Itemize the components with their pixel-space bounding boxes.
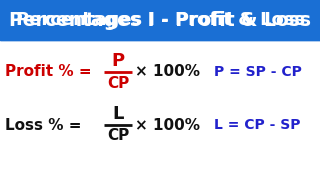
Text: L = CP - SP: L = CP - SP	[214, 118, 300, 132]
Text: Profit % =: Profit % =	[5, 64, 97, 80]
Text: CP: CP	[107, 75, 129, 91]
Text: × 100%: × 100%	[135, 64, 200, 80]
Text: P = SP - CP: P = SP - CP	[214, 65, 302, 79]
Text: × 100%: × 100%	[135, 118, 200, 132]
Text: Loss % =: Loss % =	[5, 118, 87, 132]
FancyBboxPatch shape	[0, 0, 320, 40]
Text: L: L	[112, 105, 124, 123]
Text: P: P	[111, 52, 124, 70]
Text: Percentages I - Profit & Loss: Percentages I - Profit & Loss	[15, 11, 305, 29]
FancyBboxPatch shape	[0, 0, 320, 40]
Text: Percentages I - Profit & Loss: Percentages I - Profit & Loss	[9, 10, 311, 30]
Text: CP: CP	[107, 129, 129, 143]
